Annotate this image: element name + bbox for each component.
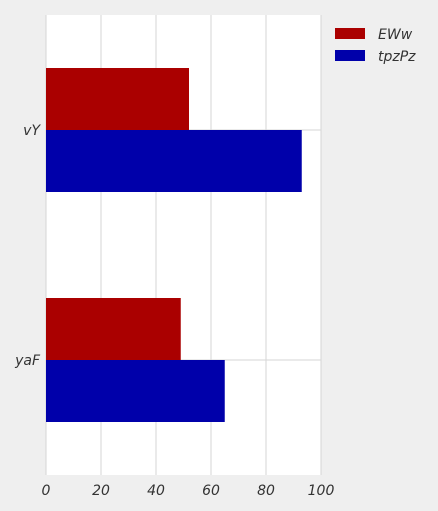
bar-tpzPz-vY bbox=[46, 130, 302, 192]
bar-tpzPz-yaF bbox=[46, 360, 225, 422]
legend-label-tpzPz: tpzPz bbox=[378, 49, 416, 65]
legend-swatch-tpzPz bbox=[335, 50, 365, 61]
x-tick-label: 20 bbox=[92, 483, 110, 499]
y-tick-label: vY bbox=[23, 123, 41, 139]
x-tick-label: 0 bbox=[42, 483, 51, 499]
x-tick-label: 40 bbox=[147, 483, 165, 499]
x-tick-labels: 0 20 40 60 80 100 bbox=[42, 483, 335, 499]
y-tick-label: yaF bbox=[14, 353, 41, 369]
bars-group bbox=[46, 68, 302, 422]
legend-swatch-EWw bbox=[335, 28, 365, 39]
bar-EWw-vY bbox=[46, 68, 189, 130]
legend-label-EWw: EWw bbox=[378, 27, 413, 43]
legend: EWw tpzPz bbox=[335, 27, 416, 65]
x-tick-label: 100 bbox=[308, 483, 335, 499]
bar-EWw-yaF bbox=[46, 298, 181, 360]
y-tick-labels: vY yaF bbox=[14, 123, 41, 369]
x-tick-label: 80 bbox=[257, 483, 275, 499]
x-tick-label: 60 bbox=[202, 483, 220, 499]
